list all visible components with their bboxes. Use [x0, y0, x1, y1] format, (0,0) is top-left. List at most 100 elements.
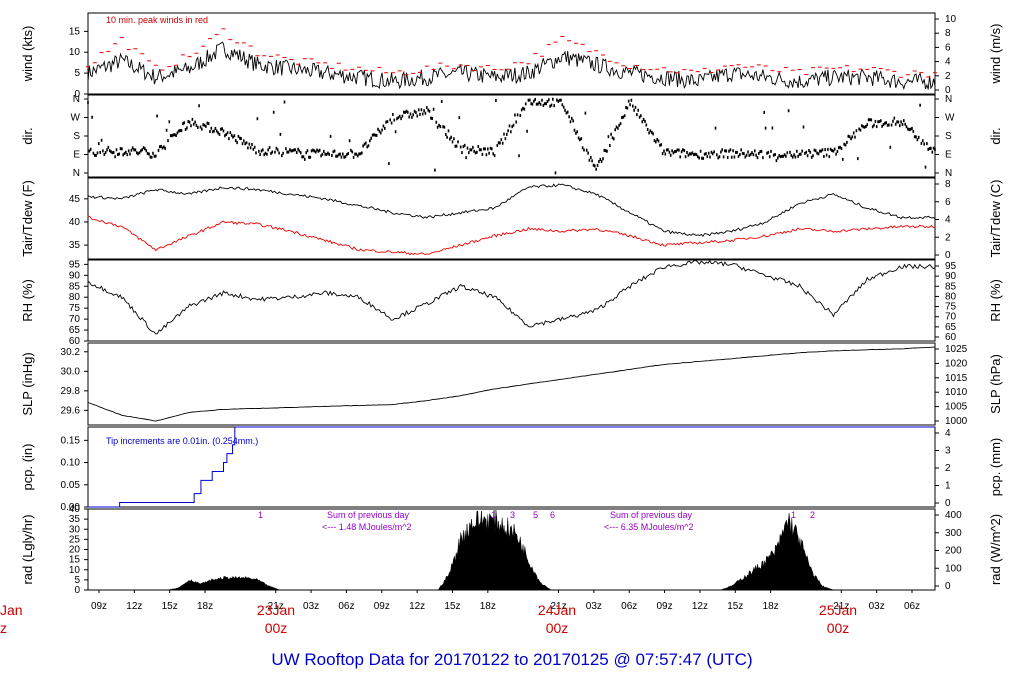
radiation-marker: 3: [510, 510, 515, 520]
xtick-label: 21z: [268, 601, 284, 612]
ytick-label-right: 3: [945, 446, 951, 457]
ylabel-left-slp: SLP (inHg): [20, 352, 35, 415]
ytick-label-right: S: [945, 131, 952, 142]
radiation-sum-value-1: <--- 1.48 MJoules/m^2: [322, 522, 412, 532]
radiation-marker: 1: [491, 510, 496, 520]
xtick-label: 03z: [303, 601, 319, 612]
ytick-label-right: 2: [945, 232, 951, 243]
ytick-label: 90: [69, 270, 81, 281]
ytick-label-right: N: [945, 168, 952, 179]
ytick-label: 0.15: [61, 435, 81, 446]
ytick-label: 15: [69, 26, 81, 37]
ytick-label-right: 8: [945, 179, 951, 190]
ytick-label: 45: [69, 194, 81, 205]
series-peak-winds: [86, 28, 937, 78]
xtick-label: 12z: [409, 601, 425, 612]
ytick-label: N: [73, 94, 80, 105]
ytick-label-right: 6: [945, 197, 951, 208]
xtick-label: 15z: [162, 601, 178, 612]
panel-frame-direction: [87, 94, 936, 178]
date-day-label: 25Jan: [819, 602, 857, 618]
ytick-label: N: [73, 168, 80, 179]
ytick-label-right: 6: [945, 42, 951, 53]
date-hour-label: 00z: [827, 620, 850, 636]
ytick-label: 25: [69, 534, 81, 545]
ytick-label-right: E: [945, 150, 952, 161]
series-precip: [88, 426, 935, 508]
ytick-label: 29.6: [61, 405, 81, 416]
ytick-label-right: 1015: [945, 373, 968, 384]
xtick-label: 18z: [197, 601, 213, 612]
ytick-label-right: 60: [945, 332, 957, 343]
ytick-label: 35: [69, 240, 81, 251]
ytick-label: 65: [69, 325, 81, 336]
radiation-marker: 5: [533, 510, 538, 520]
ylabel-left-rh: RH (%): [20, 279, 35, 322]
ytick-label: 5: [74, 575, 80, 586]
ytick-label: 95: [69, 259, 81, 270]
ytick-label: 40: [69, 504, 81, 515]
radiation-sum-label-1: Sum of previous day: [327, 510, 410, 520]
ytick-label: 30: [69, 524, 81, 535]
panel-frame-slp: [87, 342, 936, 426]
ylabel-right-slp: SLP (hPa): [988, 354, 1003, 414]
ytick-label-right: 100: [945, 563, 962, 574]
series-radiation-day-3: [720, 513, 834, 591]
ytick-label-right: 0: [945, 250, 951, 261]
ytick-label: 0.00: [61, 502, 81, 513]
radiation-marker: 1: [791, 510, 796, 520]
ytick-label-right: 0: [945, 581, 951, 592]
xtick-label: 06z: [621, 601, 637, 612]
page-title: UW Rooftop Data for 20170122 to 20170125…: [271, 650, 753, 669]
xtick-label: 12z: [692, 601, 708, 612]
ytick-label-right: 1000: [945, 416, 968, 427]
ytick-label: 0.10: [61, 458, 81, 469]
wind-annotation: 10 min. peak winds in red: [106, 15, 208, 25]
xtick-label: 12z: [126, 601, 142, 612]
ylabel-right-temperature: Tair/Tdew (C): [988, 179, 1003, 257]
radiation-marker: 2: [810, 510, 815, 520]
ytick-label: 30.2: [61, 347, 81, 358]
radiation-marker: 6: [550, 510, 555, 520]
ylabel-left-radiation: rad (Lgly/hr): [20, 514, 35, 584]
date-day-label: 23Jan: [257, 602, 295, 618]
ytick-label-right: 4: [945, 57, 951, 68]
xtick-label: 21z: [833, 601, 849, 612]
radiation-sum-value-2: <--- 6.35 MJoules/m^2: [604, 522, 694, 532]
ytick-label: 0: [74, 585, 80, 596]
ytick-label-right: 2: [945, 463, 951, 474]
series-radiation-day-1: [167, 575, 281, 591]
ylabel-left-wind: wind (kts): [20, 26, 35, 83]
precip-annotation: Tip increments are 0.01in. (0.254mm.): [106, 436, 258, 446]
ytick-label: 0.05: [61, 480, 81, 491]
series-tair: [87, 183, 936, 238]
series-rh: [87, 260, 936, 335]
ytick-label: 5: [74, 68, 80, 79]
ytick-label: S: [73, 131, 80, 142]
ytick-label-right: 4: [945, 215, 951, 226]
ytick-label-right: W: [945, 113, 955, 124]
ytick-label-right: 80: [945, 291, 957, 302]
ytick-label-right: 1020: [945, 358, 968, 369]
ytick-label: 75: [69, 303, 81, 314]
ytick-label: 40: [69, 217, 81, 228]
ytick-label-right: 75: [945, 302, 957, 313]
xtick-label: 15z: [727, 601, 743, 612]
ytick-label: 85: [69, 281, 81, 292]
ytick-label-right: 1: [945, 481, 951, 492]
ytick-label: 70: [69, 314, 81, 325]
ytick-label-right: 8: [945, 28, 951, 39]
ytick-label-right: 4: [945, 428, 951, 439]
ytick-label: W: [71, 113, 81, 124]
ytick-label-right: 200: [945, 546, 962, 557]
xtick-label: 09z: [657, 601, 673, 612]
date-hour-label: 00z: [546, 620, 569, 636]
radiation-sum-label-2: Sum of previous day: [610, 510, 693, 520]
ylabel-left-direction: dir.: [20, 127, 35, 144]
ytick-label: 60: [69, 336, 81, 347]
ytick-label-right: 400: [945, 510, 962, 521]
ytick-label: 80: [69, 292, 81, 303]
ytick-label: E: [73, 150, 80, 161]
ytick-label: 35: [69, 514, 81, 525]
ylabel-left-precip: pcp. (in): [20, 444, 35, 491]
